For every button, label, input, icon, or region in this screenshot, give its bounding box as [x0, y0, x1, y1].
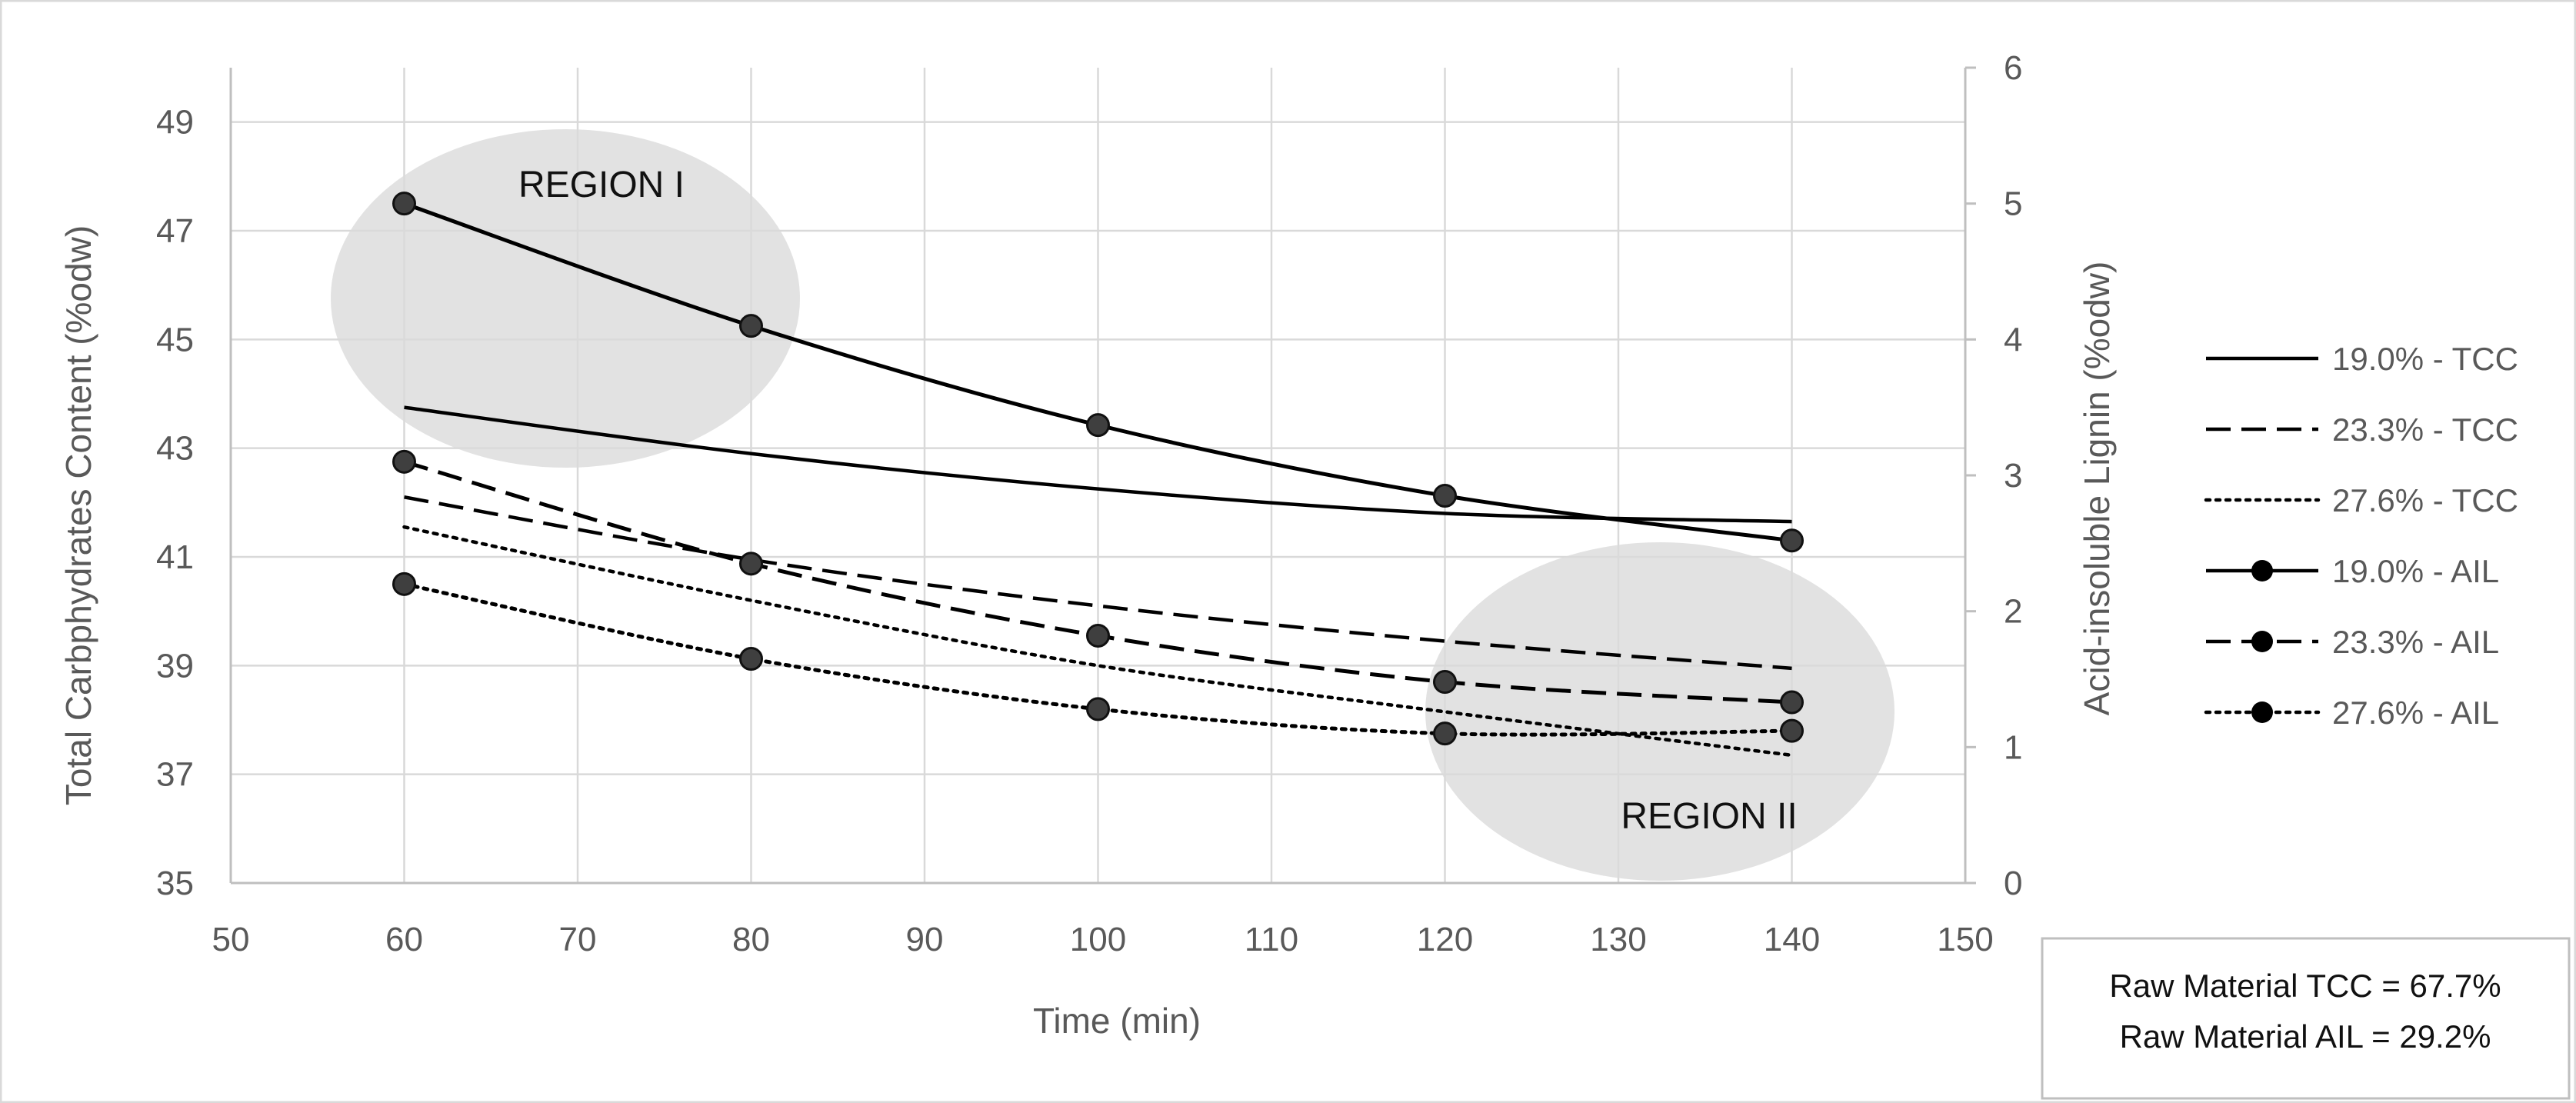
- data-point: [1433, 484, 1457, 508]
- series-line-2: [404, 495, 1792, 671]
- series: [392, 192, 1804, 758]
- x-tick-label: 50: [212, 921, 250, 958]
- y2-tick-label: 4: [2004, 321, 2022, 358]
- y2-tick-label: 3: [2004, 457, 2022, 495]
- region-ii-ellipse: [1425, 542, 1895, 881]
- legend-label: 27.6% - AIL: [2332, 695, 2499, 731]
- raw-material-tcc-note: Raw Material TCC = 67.7%: [2109, 968, 2501, 1004]
- axes: 50 60 70 80 90 100 110 120 130 140 150353739414345…: [156, 49, 2022, 958]
- data-point: [1086, 697, 1110, 721]
- x-tick-label: 110: [1245, 921, 1298, 958]
- x-tick-label: 60: [385, 921, 423, 958]
- x-tick-label: 130: [1590, 921, 1646, 958]
- data-point: [1780, 690, 1804, 715]
- region-i-ellipse: [331, 129, 800, 468]
- legend-swatch-marker: [2251, 560, 2273, 581]
- legend-label: 23.3% - TCC: [2332, 412, 2518, 448]
- legend-label: 27.6% - TCC: [2332, 482, 2518, 518]
- legend-swatch-marker: [2251, 701, 2273, 723]
- data-point: [392, 192, 416, 216]
- series-line-3: [402, 525, 1794, 758]
- data-point: [1433, 721, 1457, 746]
- data-point: [392, 449, 416, 474]
- y-tick-label: 47: [156, 212, 194, 250]
- y2-axis-title: Acid-insoluble Lignin (%odw): [2077, 262, 2117, 716]
- data-point: [739, 552, 763, 576]
- x-axis-title: Time (min): [1033, 1001, 1201, 1041]
- x-tick-label: 80: [732, 921, 770, 958]
- x-tick-label: 100: [1070, 921, 1126, 958]
- y-tick-label: 37: [156, 756, 194, 794]
- raw-material-note-box: [2041, 937, 2571, 1100]
- data-point: [1780, 718, 1804, 743]
- x-tick-label: 120: [1417, 921, 1473, 958]
- data-point: [739, 314, 763, 338]
- legend-swatch-marker: [2251, 631, 2273, 652]
- y-tick-label: 43: [156, 430, 194, 468]
- data-point: [1086, 623, 1110, 648]
- y-axis-title: Total Carbphydrates Content (%odw): [58, 225, 98, 805]
- y-tick-label: 49: [156, 104, 194, 142]
- x-tick-label: 90: [906, 921, 944, 958]
- y2-tick-label: 5: [2004, 185, 2022, 223]
- x-tick-label: 70: [559, 921, 597, 958]
- y2-tick-label: 2: [2004, 593, 2022, 631]
- series-line-1: [404, 405, 1792, 524]
- y-tick-label: 35: [156, 865, 194, 902]
- y2-tick-label: 0: [2004, 865, 2022, 902]
- data-point: [1433, 670, 1457, 695]
- data-point: [1086, 413, 1110, 438]
- data-point: [392, 571, 416, 596]
- y-tick-label: 41: [156, 538, 194, 576]
- y-tick-label: 39: [156, 647, 194, 685]
- y-tick-label: 45: [156, 321, 194, 358]
- x-tick-label: 150: [1937, 921, 1993, 958]
- legend-label: 19.0% - TCC: [2332, 341, 2518, 377]
- data-point: [739, 647, 763, 671]
- legend-label: 19.0% - AIL: [2332, 553, 2499, 589]
- region-i-label: REGION I: [518, 165, 685, 205]
- raw-material-ail-note: Raw Material AIL = 29.2%: [2120, 1018, 2491, 1055]
- region-highlights: [331, 129, 1895, 881]
- data-point: [1780, 528, 1804, 553]
- y2-tick-label: 6: [2004, 49, 2022, 87]
- region-ii-label: REGION II: [1621, 796, 1797, 837]
- legend-label: 23.3% - AIL: [2332, 624, 2499, 660]
- legend: 19.0% - TCC 23.3% - TCC 27.6% - TCC 19.0% -…: [2204, 341, 2518, 731]
- y2-tick-label: 1: [2004, 728, 2022, 766]
- x-tick-label: 140: [1764, 921, 1820, 958]
